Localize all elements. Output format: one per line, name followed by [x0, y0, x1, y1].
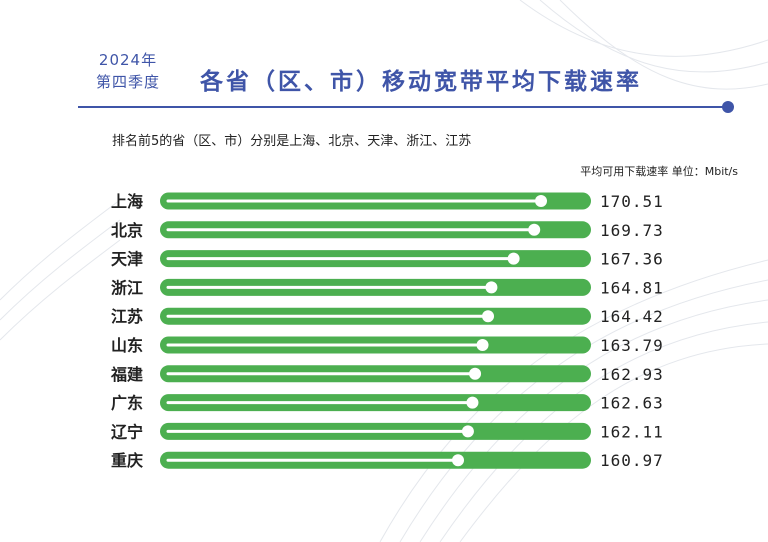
data-label: 163.79 — [600, 336, 664, 355]
bar-row: 天津 167.36 — [111, 250, 664, 269]
data-label: 162.11 — [600, 422, 664, 441]
data-label: 162.93 — [600, 365, 664, 384]
bar-row: 北京 169.73 — [111, 221, 664, 240]
category-label: 上海 — [111, 192, 143, 211]
bar-value-marker — [482, 310, 495, 323]
bar-row: 重庆 160.97 — [111, 451, 664, 470]
data-label: 170.51 — [600, 192, 664, 211]
category-label: 福建 — [110, 365, 143, 384]
bar-value-marker — [528, 223, 541, 236]
chart-title: 各省（区、市）移动宽带平均下载速率 — [200, 69, 642, 95]
bar-row: 福建 162.93 — [110, 365, 664, 384]
unit-note: 平均可用下载速率 单位：Mbit/s — [580, 165, 738, 178]
bar-value-marker — [476, 339, 489, 351]
category-label: 辽宁 — [111, 422, 143, 441]
data-label: 162.63 — [600, 394, 664, 413]
report-year: 2024年 — [98, 51, 158, 69]
data-label: 164.42 — [600, 307, 664, 326]
bar-row: 浙江 164.81 — [111, 278, 664, 297]
bar-row: 山东 163.79 — [111, 336, 664, 355]
report-quarter: 第四季度 — [95, 73, 160, 91]
bar-row: 江苏 164.42 — [111, 307, 664, 326]
bar-value-marker — [535, 195, 547, 207]
category-label: 浙江 — [111, 278, 143, 297]
bar-row: 辽宁 162.11 — [111, 422, 664, 441]
data-label: 167.36 — [600, 250, 664, 269]
category-label: 江苏 — [111, 307, 143, 326]
data-label: 169.73 — [600, 221, 664, 240]
bar-value-marker — [452, 454, 464, 467]
bar-value-marker — [461, 425, 474, 438]
chart-subtitle: 排名前5的省（区、市）分别是上海、北京、天津、浙江、江苏 — [112, 134, 472, 149]
bar-row: 广东 162.63 — [111, 394, 664, 413]
category-label: 北京 — [111, 221, 143, 240]
bar-row: 上海 170.51 — [111, 192, 664, 211]
bar-value-marker — [485, 281, 498, 294]
bar-value-marker — [469, 367, 482, 380]
category-label: 山东 — [111, 336, 143, 355]
title-divider-dot — [722, 101, 734, 113]
category-label: 广东 — [111, 394, 143, 413]
title-divider — [78, 106, 728, 108]
category-label: 天津 — [111, 250, 143, 269]
bar-value-marker — [507, 252, 520, 265]
data-label: 164.81 — [600, 278, 664, 297]
data-label: 160.97 — [600, 451, 664, 470]
category-label: 重庆 — [111, 451, 143, 470]
bar-value-marker — [466, 396, 479, 409]
